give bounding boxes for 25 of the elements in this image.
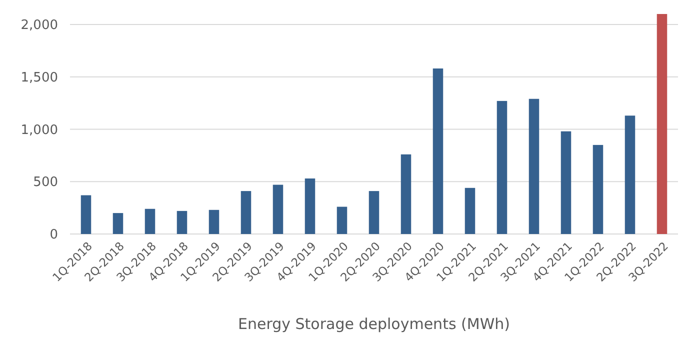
bar [400, 154, 412, 234]
bar [432, 68, 444, 234]
bar [80, 195, 92, 234]
bar [272, 184, 284, 234]
bar [208, 210, 220, 234]
y-tick-label: 1,500 [20, 70, 58, 86]
bar [144, 208, 156, 234]
bar [528, 98, 540, 234]
bar [176, 210, 188, 234]
bar [592, 144, 604, 234]
bar [304, 178, 316, 234]
bar [336, 206, 348, 234]
bar [624, 116, 636, 234]
x-axis-title: Energy Storage deployments (MWh) [238, 315, 510, 333]
y-tick-label: 1,000 [20, 122, 58, 138]
y-tick-label: 500 [33, 175, 58, 190]
bar [560, 131, 572, 234]
bar [496, 100, 508, 234]
y-tick-label: 0 [50, 228, 58, 243]
bar [112, 213, 124, 234]
bar [464, 188, 476, 234]
y-tick-label: 2,000 [20, 18, 58, 34]
bar [368, 191, 380, 234]
bar [240, 191, 252, 234]
bar [656, 14, 668, 234]
